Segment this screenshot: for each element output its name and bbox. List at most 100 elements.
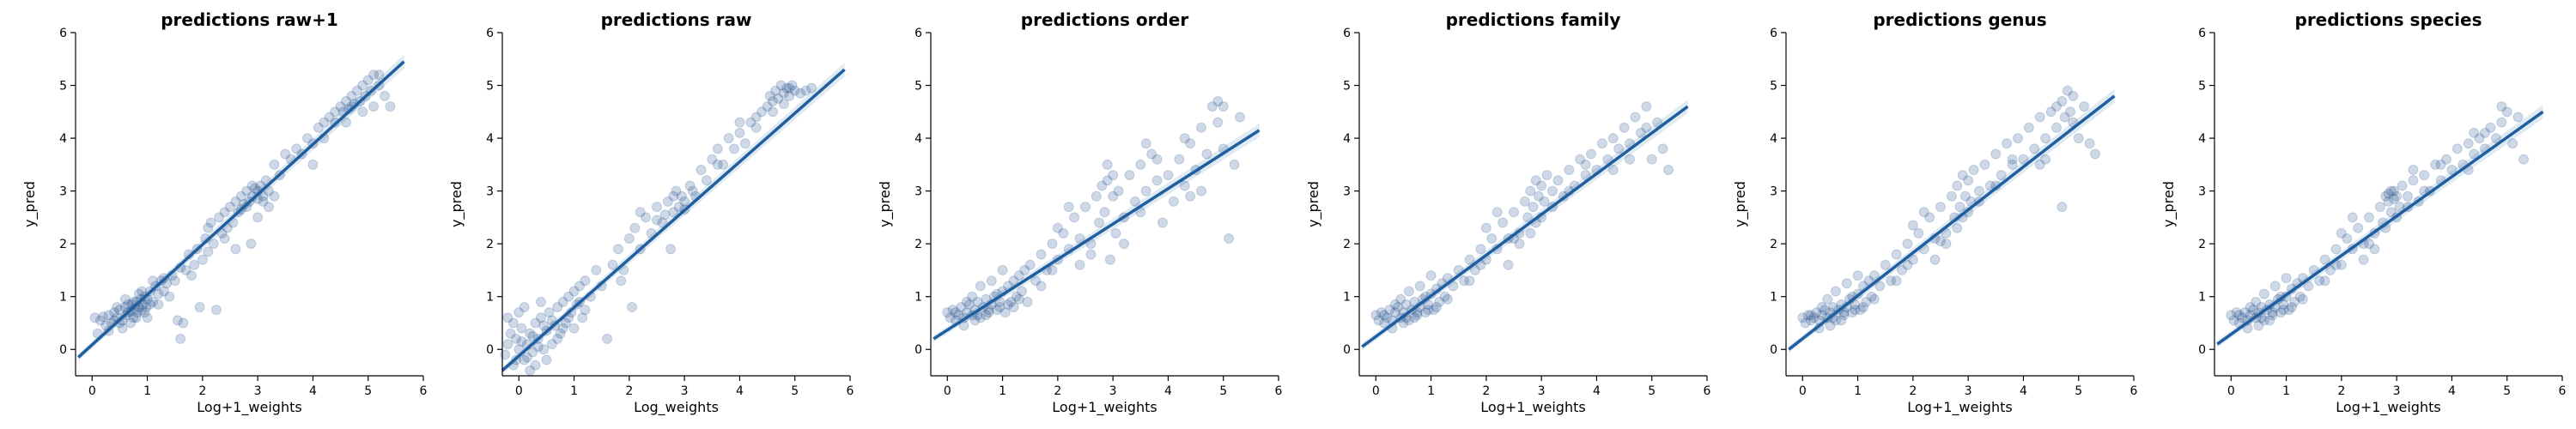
- data-point: [1423, 299, 1434, 310]
- data-point: [2383, 196, 2394, 207]
- data-point: [2034, 112, 2045, 123]
- x-tick-label: 0: [1372, 384, 1380, 398]
- data-point: [1868, 270, 1880, 281]
- data-point: [380, 90, 390, 101]
- y-tick-label: 4: [914, 132, 922, 146]
- data-point: [1619, 122, 1630, 133]
- x-tick-label: 1: [2282, 384, 2290, 398]
- data-point: [194, 302, 205, 312]
- data-point: [2469, 148, 2480, 160]
- data-point: [673, 202, 684, 213]
- data-point: [668, 190, 679, 202]
- data-point: [1886, 275, 1897, 287]
- data-point: [197, 254, 208, 265]
- data-point: [2397, 180, 2408, 191]
- y-tick-label: 0: [2198, 343, 2206, 357]
- data-point: [2469, 127, 2480, 138]
- y-tick-label: 1: [914, 291, 922, 305]
- data-point: [530, 317, 541, 329]
- data-point: [1541, 170, 1552, 181]
- data-point: [1011, 291, 1022, 302]
- y-tick-label: 0: [914, 343, 922, 357]
- data-point: [1509, 207, 1519, 218]
- data-point: [513, 307, 525, 318]
- data-point: [2040, 133, 2051, 144]
- data-point: [580, 305, 591, 316]
- data-point: [762, 101, 773, 112]
- data-point: [2314, 275, 2325, 287]
- data-point: [1063, 202, 1074, 213]
- panel-title: predictions order: [1021, 9, 1189, 30]
- x-tick-label: 3: [681, 384, 689, 398]
- data-point: [341, 117, 351, 128]
- x-tick-label: 0: [944, 384, 951, 398]
- data-point: [2463, 138, 2474, 149]
- data-point: [1797, 312, 1808, 323]
- data-point: [2403, 190, 2413, 202]
- data-point: [1080, 202, 1091, 213]
- data-point: [125, 317, 137, 329]
- regression-line: [1361, 105, 1689, 348]
- data-point: [560, 317, 571, 329]
- data-point: [2278, 299, 2289, 310]
- data-point: [552, 302, 563, 312]
- data-point: [141, 302, 152, 312]
- data-point: [1929, 254, 1941, 265]
- data-point: [2051, 122, 2062, 133]
- data-point: [1902, 239, 1913, 250]
- data-point: [1935, 202, 1946, 213]
- data-point: [109, 307, 119, 318]
- data-point: [1179, 133, 1190, 144]
- data-point: [602, 333, 613, 344]
- data-point: [1586, 148, 1596, 160]
- data-point: [241, 185, 252, 196]
- data-point: [264, 202, 274, 213]
- data-point: [1802, 310, 1814, 321]
- y-tick-label: 5: [486, 80, 494, 94]
- data-point: [552, 333, 563, 344]
- data-point: [2248, 305, 2258, 316]
- y-tick-label: 6: [1343, 27, 1351, 40]
- panel-1: predictions raw+1 0 1 2 3 4 5 6 0 1 2 3 4 5 6 Log+1_wei…: [21, 9, 428, 416]
- data-point: [2451, 143, 2463, 154]
- data-point: [778, 99, 789, 110]
- data-point: [527, 330, 538, 341]
- data-point: [117, 323, 128, 334]
- data-point: [291, 143, 302, 154]
- data-point: [635, 207, 646, 218]
- data-point: [671, 185, 682, 196]
- x-tick-label: 3: [254, 384, 262, 398]
- data-point: [1536, 180, 1547, 191]
- data-point: [208, 239, 219, 250]
- data-point: [2388, 185, 2399, 196]
- data-point: [89, 312, 100, 323]
- data-point: [341, 96, 351, 106]
- data-point: [1984, 180, 1996, 191]
- data-point: [784, 82, 795, 94]
- data-point: [525, 328, 536, 339]
- data-point: [2287, 302, 2297, 312]
- data-point: [1378, 310, 1389, 321]
- data-point: [2358, 254, 2369, 265]
- data-point: [362, 75, 374, 86]
- x-tick-label: 2: [1054, 384, 1061, 398]
- data-point: [507, 317, 519, 329]
- data-point: [1384, 305, 1395, 316]
- data-point: [1439, 291, 1450, 302]
- data-point: [137, 305, 148, 316]
- data-point: [2233, 310, 2245, 321]
- data-point: [1874, 281, 1886, 292]
- data-point: [1091, 190, 1102, 202]
- y-axis-label: y_pred: [21, 181, 39, 227]
- data-point: [2485, 122, 2496, 133]
- panel-title: predictions family: [1446, 9, 1621, 30]
- x-axis-label: Log+1_weights: [1480, 399, 1585, 416]
- data-point: [734, 127, 745, 138]
- data-point: [2297, 293, 2308, 305]
- data-point: [1816, 310, 1827, 321]
- data-point: [1420, 307, 1431, 318]
- data-point: [967, 291, 978, 302]
- data-point: [2336, 227, 2347, 239]
- data-point: [729, 143, 739, 154]
- data-point: [258, 190, 269, 202]
